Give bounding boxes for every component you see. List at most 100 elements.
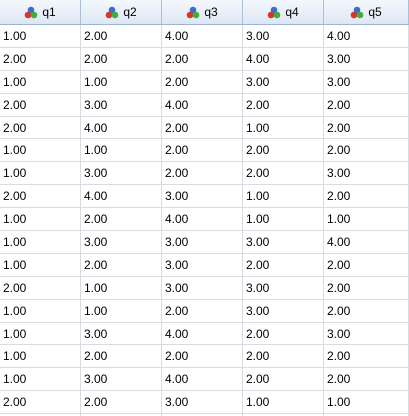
table-cell[interactable]: 2.00	[243, 162, 324, 186]
table-cell[interactable]: 2.00	[162, 70, 243, 94]
table-cell[interactable]: 3.00	[243, 231, 324, 254]
table-cell[interactable]: 1.00	[243, 391, 324, 415]
table-cell[interactable]: 4.00	[162, 93, 243, 117]
table-cell[interactable]: 2.00	[81, 25, 162, 48]
table-cell[interactable]: 1.00	[0, 299, 81, 323]
table-cell[interactable]: 3.00	[243, 276, 324, 300]
table-cell[interactable]: 3.00	[162, 391, 243, 415]
table-cell[interactable]: 2.00	[324, 253, 409, 277]
table-cell[interactable]: 2.00	[243, 253, 324, 277]
table-cell[interactable]: 2.00	[324, 368, 409, 392]
table-cell[interactable]: 3.00	[162, 414, 243, 416]
table-row: 1.00 1.00 2.00 3.00 3.00	[0, 70, 409, 94]
table-cell[interactable]: 1.00	[0, 162, 81, 186]
table-cell[interactable]: 2.00	[81, 47, 162, 71]
table-cell[interactable]: 3.00	[162, 276, 243, 300]
table-row: 2.00 3.00 4.00 2.00 2.00	[0, 93, 409, 117]
nominal-variable-icon	[351, 6, 364, 18]
column-header-q5[interactable]: q5	[324, 0, 409, 24]
table-cell[interactable]: 2.00	[243, 368, 324, 392]
table-cell[interactable]: 2.00	[162, 162, 243, 186]
table-cell[interactable]: 2.00	[0, 276, 81, 300]
table-cell[interactable]: 1.00	[0, 322, 81, 346]
table-cell[interactable]: 1.00	[0, 231, 81, 254]
table-cell[interactable]: 2.00	[162, 139, 243, 163]
table-cell[interactable]: 1.00	[0, 25, 81, 48]
table-cell[interactable]: 3.00	[324, 70, 409, 94]
table-cell[interactable]: 1.00	[243, 185, 324, 209]
table-cell[interactable]: 1.00	[243, 208, 324, 232]
table-cell[interactable]: 4.00	[81, 414, 162, 416]
table-cell[interactable]: 2.00	[324, 139, 409, 163]
column-header-q2[interactable]: q2	[81, 0, 162, 24]
table-cell[interactable]: 3.00	[243, 70, 324, 94]
table-cell[interactable]: 1.00	[243, 116, 324, 140]
column-header-q3[interactable]: q3	[162, 0, 243, 24]
table-cell[interactable]: 4.00	[162, 322, 243, 346]
table-cell[interactable]: 2.00	[243, 345, 324, 369]
table-cell[interactable]: 3.00	[81, 368, 162, 392]
table-cell[interactable]: 1.00	[243, 414, 324, 416]
table-cell[interactable]: 3.00	[162, 253, 243, 277]
table-cell[interactable]: 4.00	[324, 231, 409, 254]
table-cell[interactable]: 1.00	[0, 208, 81, 232]
table-cell[interactable]: 3.00	[243, 299, 324, 323]
table-cell[interactable]: 2.00	[162, 116, 243, 140]
table-cell[interactable]: 2.00	[324, 276, 409, 300]
table-cell[interactable]: 3.00	[162, 231, 243, 254]
table-cell[interactable]: 3.00	[243, 25, 324, 48]
table-cell[interactable]: 3.00	[81, 231, 162, 254]
table-cell[interactable]: 1.00	[81, 70, 162, 94]
table-cell[interactable]: 4.00	[243, 47, 324, 71]
table-cell[interactable]: 3.00	[81, 93, 162, 117]
column-header-q1[interactable]: q1	[0, 0, 81, 24]
data-rows: 1.00 2.00 4.00 3.00 4.00 2.00 2.00 2.00 4.00 3.00…	[0, 25, 409, 416]
table-cell[interactable]: 1.00	[81, 139, 162, 163]
table-cell[interactable]: 1.00	[324, 208, 409, 232]
table-cell[interactable]: 3.00	[81, 322, 162, 346]
table-cell[interactable]: 2.00	[162, 299, 243, 323]
table-cell[interactable]: 4.00	[162, 368, 243, 392]
table-cell[interactable]: 1.00	[81, 276, 162, 300]
table-cell[interactable]: 2.00	[0, 93, 81, 117]
table-cell[interactable]: 2.00	[81, 208, 162, 232]
table-cell[interactable]: 2.00	[324, 93, 409, 117]
table-cell[interactable]: 2.00	[243, 93, 324, 117]
table-cell[interactable]: 2.00	[324, 299, 409, 323]
table-cell[interactable]: 2.00	[324, 116, 409, 140]
column-header-q4[interactable]: q4	[243, 0, 324, 24]
table-cell[interactable]: 4.00	[162, 208, 243, 232]
table-cell[interactable]: 2.00	[0, 391, 81, 415]
table-cell[interactable]: 1.00	[0, 345, 81, 369]
table-row: 1.00 1.00 2.00 2.00 2.00	[0, 139, 409, 163]
table-cell[interactable]: 4.00	[81, 185, 162, 209]
table-cell[interactable]: 3.00	[81, 162, 162, 186]
table-cell[interactable]: 2.00	[81, 345, 162, 369]
table-cell[interactable]: 2.00	[324, 185, 409, 209]
table-cell[interactable]: 2.00	[243, 139, 324, 163]
table-cell[interactable]: 3.00	[324, 47, 409, 71]
table-cell[interactable]: 1.00	[0, 139, 81, 163]
table-cell[interactable]: 1.00	[0, 368, 81, 392]
table-cell[interactable]: 3.00	[324, 162, 409, 186]
table-cell[interactable]: 1.00	[81, 299, 162, 323]
table-cell[interactable]: 2.00	[162, 345, 243, 369]
table-cell[interactable]: 2.00	[0, 414, 81, 416]
table-cell[interactable]: 2.00	[81, 391, 162, 415]
table-cell[interactable]: 2.00	[81, 253, 162, 277]
table-cell[interactable]: 4.00	[324, 25, 409, 48]
table-cell[interactable]: 2.00	[0, 185, 81, 209]
table-cell[interactable]: 2.00	[0, 47, 81, 71]
table-cell[interactable]: 2.00	[0, 116, 81, 140]
table-cell[interactable]: 2.00	[162, 47, 243, 71]
table-row: 2.00 4.00 3.00 1.00 2.00	[0, 185, 409, 209]
table-cell[interactable]: 3.00	[162, 185, 243, 209]
table-cell[interactable]: 4.00	[162, 25, 243, 48]
table-cell[interactable]: 2.00	[243, 322, 324, 346]
table-cell[interactable]: 3.00	[324, 322, 409, 346]
table-cell[interactable]: 1.00	[324, 391, 409, 415]
table-cell[interactable]: 1.00	[0, 253, 81, 277]
table-cell[interactable]: 4.00	[81, 116, 162, 140]
table-cell[interactable]: 1.00	[0, 70, 81, 94]
table-cell[interactable]: 2.00	[324, 345, 409, 369]
